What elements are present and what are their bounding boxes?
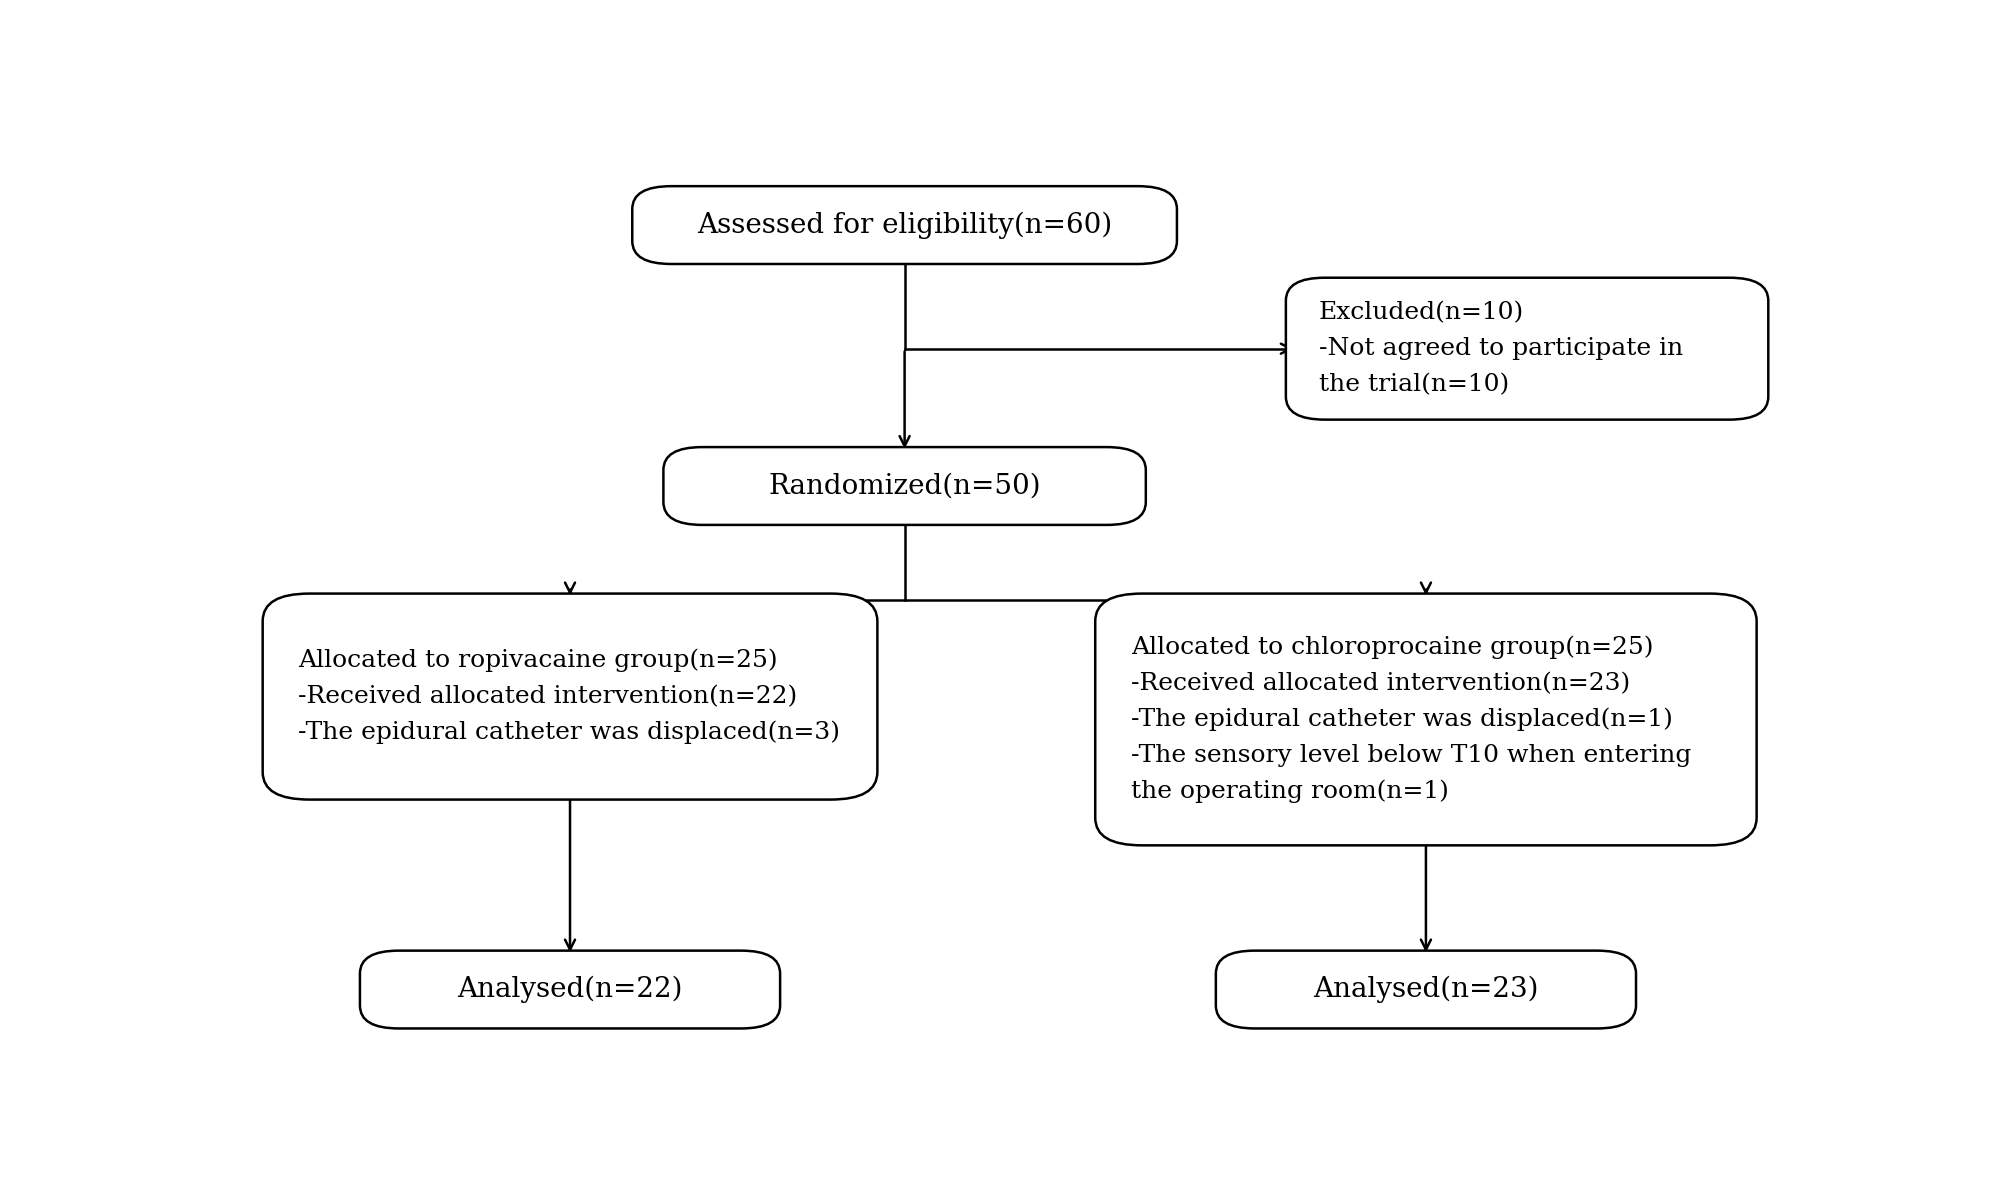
- FancyBboxPatch shape: [662, 447, 1146, 524]
- FancyBboxPatch shape: [263, 593, 877, 799]
- FancyBboxPatch shape: [1216, 951, 1636, 1028]
- Text: Allocated to chloroprocaine group(n=25)
-Received allocated intervention(n=23)
-: Allocated to chloroprocaine group(n=25) …: [1130, 636, 1690, 804]
- Text: Analysed(n=23): Analysed(n=23): [1313, 976, 1537, 1004]
- Text: Allocated to ropivacaine group(n=25)
-Received allocated intervention(n=22)
-The: Allocated to ropivacaine group(n=25) -Re…: [299, 649, 841, 744]
- Text: Randomized(n=50): Randomized(n=50): [769, 472, 1040, 499]
- FancyBboxPatch shape: [359, 951, 779, 1028]
- Text: Assessed for eligibility(n=60): Assessed for eligibility(n=60): [696, 212, 1112, 239]
- FancyBboxPatch shape: [1284, 278, 1768, 420]
- Text: Analysed(n=22): Analysed(n=22): [458, 976, 682, 1004]
- FancyBboxPatch shape: [1094, 593, 1756, 845]
- FancyBboxPatch shape: [632, 187, 1176, 264]
- Text: Excluded(n=10)
-Not agreed to participate in
the trial(n=10): Excluded(n=10) -Not agreed to participat…: [1319, 302, 1682, 396]
